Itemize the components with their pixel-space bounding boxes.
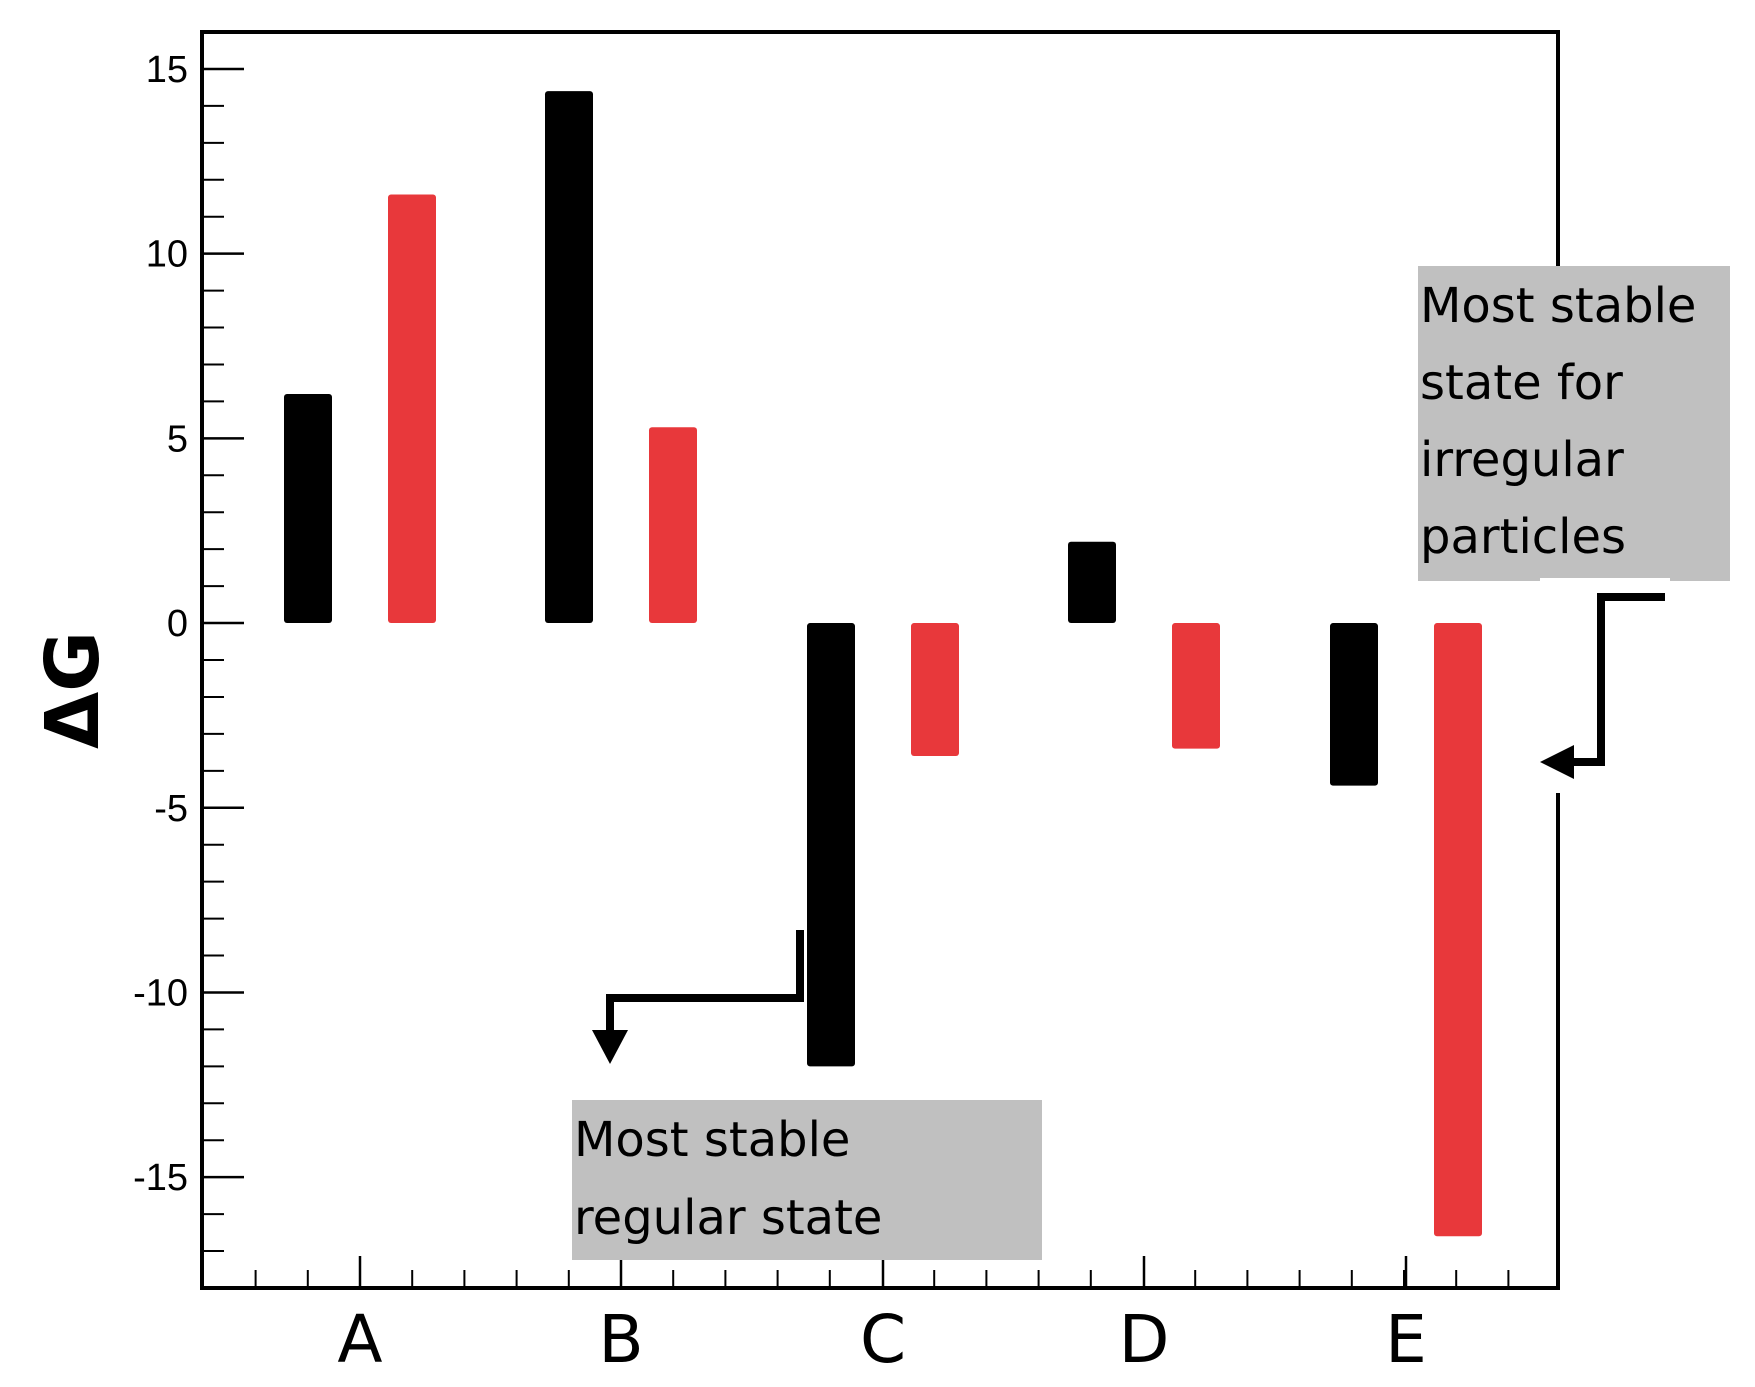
y-tick-label: 15 [146, 49, 188, 91]
x-tick-label-a: A [337, 1301, 382, 1378]
bar-b-series2 [649, 427, 697, 624]
y-axis-label: ΔG [30, 631, 116, 749]
annotation-text-regular-line: Most stable [574, 1112, 850, 1168]
x-tick-label-d: D [1119, 1301, 1170, 1378]
y-tick-label: -5 [154, 788, 188, 830]
annotation-arrowhead-irregular [1540, 745, 1574, 779]
x-tick-label-e: E [1385, 1301, 1427, 1378]
annotation-text-irregular-line: irregular [1420, 432, 1624, 488]
bar-a-series1 [284, 394, 332, 624]
bar-c-series2 [911, 623, 959, 757]
x-tick-label-c: C [860, 1301, 906, 1378]
annotation-box-irregular [1418, 266, 1730, 581]
annotation-arrowhead-regular [592, 1030, 628, 1064]
y-tick-label: 5 [167, 418, 188, 460]
y-tick-label: -15 [133, 1157, 188, 1199]
bar-c-series1 [807, 623, 855, 1067]
annotation-arrow-irregular [1570, 593, 1665, 766]
annotation-text-irregular-line: state for [1420, 355, 1623, 411]
bar-b-series1 [545, 91, 593, 624]
annotation-arrow-regular [606, 930, 804, 1040]
bar-a-series2 [388, 194, 436, 624]
y-tick-label: 0 [167, 603, 188, 645]
y-tick-label: -10 [133, 972, 188, 1014]
x-tick-label-b: B [598, 1301, 643, 1378]
bar-d-series2 [1172, 623, 1220, 749]
y-tick-label: 10 [146, 234, 188, 276]
annotation-text-irregular-line: Most stable [1420, 278, 1696, 334]
annotation-text-irregular-line: particles [1420, 509, 1626, 565]
bar-e-series2 [1434, 623, 1482, 1237]
annotation-box-regular [572, 1100, 1042, 1260]
bar-d-series1 [1068, 541, 1116, 624]
annotation-text-regular-line: regular state [574, 1190, 882, 1246]
bar-e-series1 [1330, 623, 1378, 786]
